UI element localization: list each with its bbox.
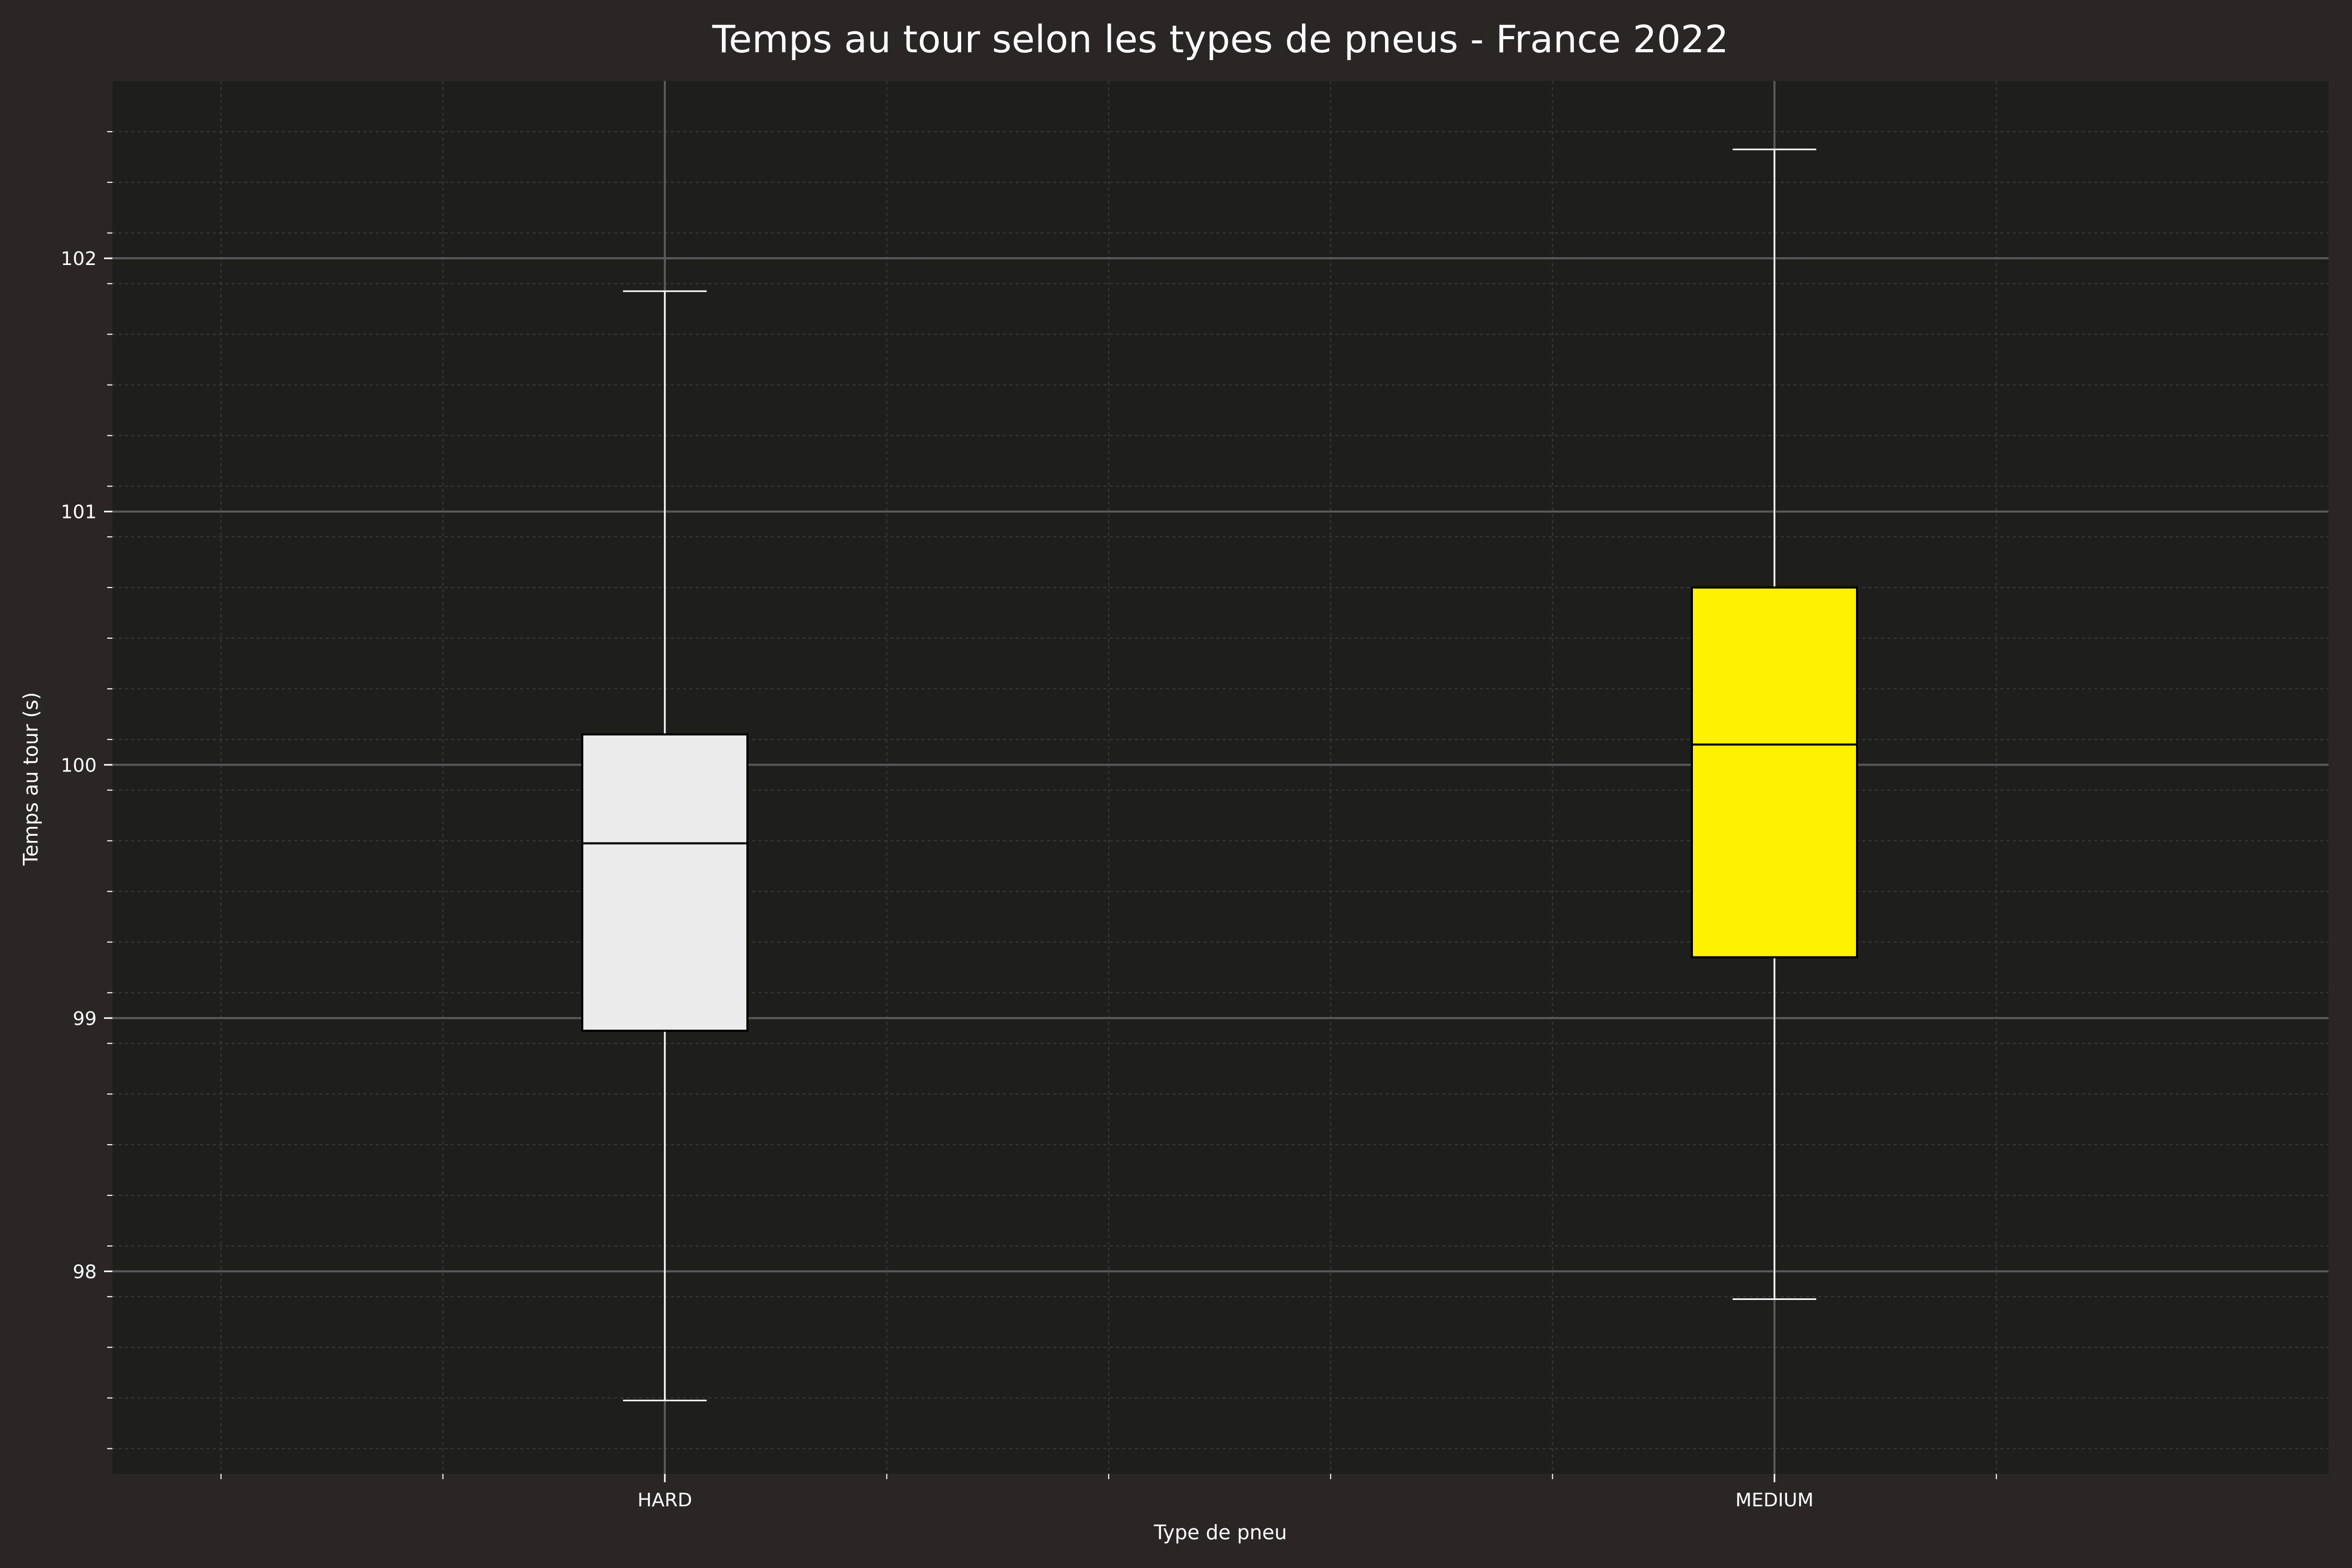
y-tick-label: 100 <box>61 755 97 776</box>
x-axis-ticks: HARD MEDIUM <box>638 1474 1814 1511</box>
box-medium <box>1691 148 1858 1300</box>
x-tick-label: MEDIUM <box>1735 1490 1814 1511</box>
minor-grid <box>107 81 2328 1479</box>
y-tick-label: 99 <box>73 1008 97 1030</box>
x-tick-label: HARD <box>638 1490 692 1511</box>
y-axis-label: Temps au tour (s) <box>19 692 42 866</box>
x-axis-label: Type de pneu <box>1154 1521 1287 1544</box>
chart-title: Temps au tour selon les types de pneus -… <box>712 17 1729 61</box>
box-iqr <box>1691 586 1858 959</box>
y-axis-ticks: 98 99 100 101 102 <box>61 248 112 1283</box>
box-hard <box>581 290 748 1401</box>
y-tick-label: 102 <box>61 248 97 270</box>
plot-area <box>112 81 2328 1474</box>
y-tick-label: 98 <box>73 1261 97 1283</box>
y-tick-label: 101 <box>61 502 97 523</box>
boxplot-series <box>581 148 1858 1401</box>
box-iqr <box>581 733 748 1032</box>
